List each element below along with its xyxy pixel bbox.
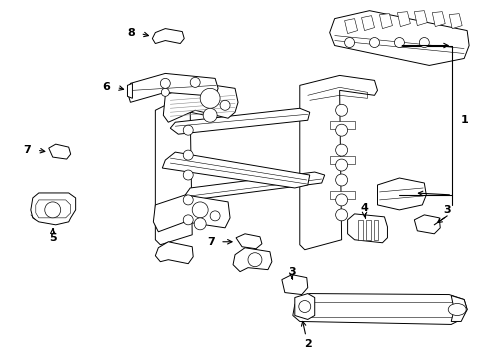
- Polygon shape: [451, 296, 467, 321]
- Polygon shape: [31, 193, 75, 225]
- Polygon shape: [347, 214, 388, 243]
- Circle shape: [194, 218, 206, 230]
- Text: 5: 5: [49, 233, 56, 243]
- Polygon shape: [373, 220, 378, 240]
- Polygon shape: [36, 200, 71, 218]
- Polygon shape: [185, 172, 325, 200]
- Circle shape: [299, 301, 311, 312]
- Circle shape: [248, 253, 262, 267]
- Text: 3: 3: [443, 205, 451, 215]
- Circle shape: [419, 37, 429, 48]
- Circle shape: [183, 125, 193, 135]
- Circle shape: [336, 104, 347, 116]
- Circle shape: [336, 194, 347, 206]
- Circle shape: [203, 108, 217, 122]
- Polygon shape: [330, 156, 355, 164]
- Text: 6: 6: [102, 82, 111, 93]
- Circle shape: [394, 37, 404, 48]
- Circle shape: [192, 202, 208, 218]
- Polygon shape: [49, 144, 71, 159]
- Text: 3: 3: [288, 267, 295, 276]
- Polygon shape: [127, 73, 218, 102]
- Text: 1: 1: [461, 115, 469, 125]
- Text: 2: 2: [301, 321, 312, 349]
- Polygon shape: [415, 215, 440, 234]
- Circle shape: [344, 37, 355, 48]
- Circle shape: [161, 88, 169, 96]
- Circle shape: [369, 37, 379, 48]
- Circle shape: [183, 170, 193, 180]
- Circle shape: [183, 195, 193, 205]
- Circle shape: [336, 174, 347, 186]
- Polygon shape: [293, 293, 467, 324]
- Circle shape: [336, 144, 347, 156]
- Polygon shape: [153, 195, 230, 232]
- Polygon shape: [171, 108, 310, 134]
- Polygon shape: [344, 19, 358, 33]
- Polygon shape: [362, 15, 374, 31]
- Polygon shape: [330, 11, 469, 66]
- Circle shape: [336, 209, 347, 221]
- Polygon shape: [366, 220, 370, 240]
- Circle shape: [183, 150, 193, 160]
- Text: 8: 8: [128, 28, 135, 37]
- Polygon shape: [330, 191, 355, 199]
- Circle shape: [336, 124, 347, 136]
- Polygon shape: [449, 14, 462, 28]
- Polygon shape: [377, 178, 426, 210]
- Polygon shape: [152, 28, 184, 44]
- Circle shape: [183, 215, 193, 225]
- Ellipse shape: [448, 303, 466, 315]
- Circle shape: [45, 202, 61, 218]
- Polygon shape: [358, 220, 363, 240]
- Polygon shape: [155, 95, 222, 245]
- Polygon shape: [330, 121, 355, 129]
- Circle shape: [190, 77, 200, 87]
- Polygon shape: [282, 275, 308, 294]
- Polygon shape: [127, 84, 132, 98]
- Polygon shape: [162, 152, 310, 188]
- Circle shape: [160, 78, 171, 88]
- Polygon shape: [236, 234, 262, 249]
- Polygon shape: [155, 242, 193, 264]
- Polygon shape: [397, 12, 410, 27]
- Polygon shape: [379, 14, 392, 28]
- Circle shape: [200, 88, 220, 108]
- Polygon shape: [432, 12, 445, 27]
- Text: 7: 7: [207, 237, 215, 247]
- Circle shape: [210, 211, 220, 221]
- Text: 7: 7: [23, 145, 31, 155]
- Polygon shape: [163, 82, 238, 122]
- Circle shape: [336, 159, 347, 171]
- Text: 4: 4: [361, 203, 368, 213]
- Polygon shape: [300, 75, 377, 250]
- Circle shape: [220, 100, 230, 110]
- Polygon shape: [415, 11, 427, 26]
- Polygon shape: [295, 293, 315, 319]
- Polygon shape: [233, 248, 272, 272]
